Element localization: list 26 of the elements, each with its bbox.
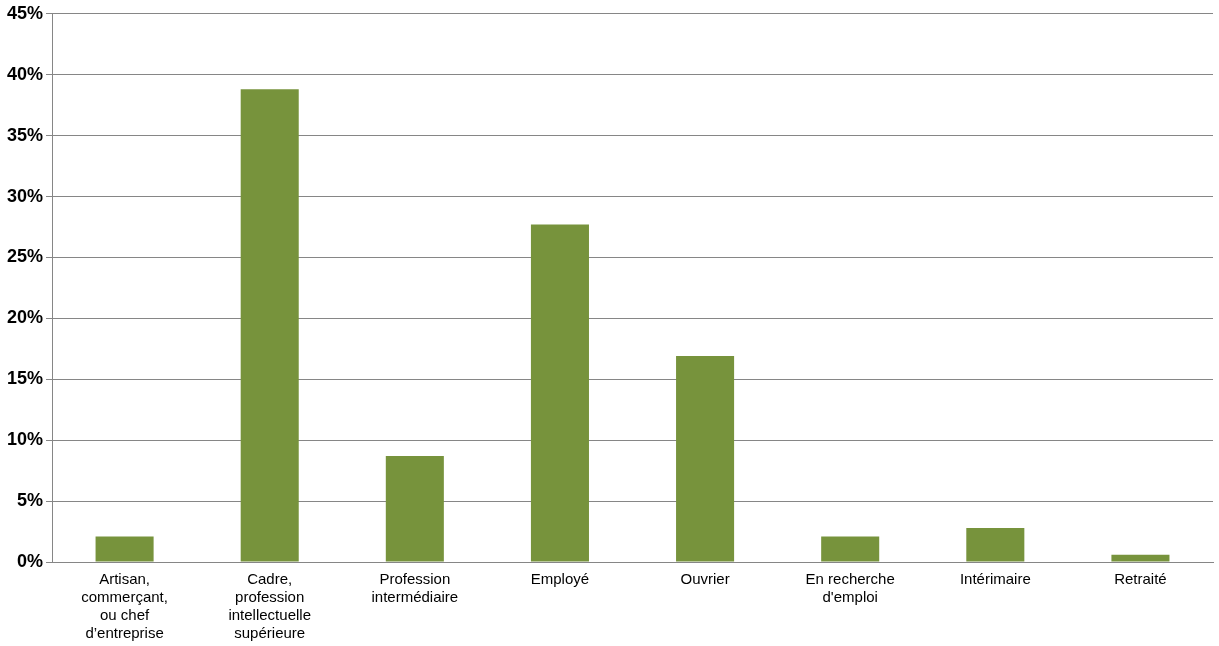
y-tick-label: 5%	[17, 490, 44, 511]
bar	[240, 89, 299, 562]
y-tick-label: 20%	[7, 307, 44, 328]
x-tick-label: Profession intermédiaire	[371, 570, 459, 606]
y-tick-label: 25%	[7, 246, 44, 267]
y-tick-label: 40%	[7, 63, 44, 84]
x-tick-label: Ouvrier	[680, 570, 730, 588]
x-tick-label: Employé	[530, 570, 590, 588]
y-tick-label: 15%	[7, 368, 44, 389]
bar	[1111, 554, 1170, 562]
y-tick-label: 10%	[7, 429, 44, 450]
bar	[95, 536, 154, 562]
y-tick-label: 45%	[7, 2, 44, 23]
y-tick-label: 30%	[7, 185, 44, 206]
y-tick-label: 35%	[7, 124, 44, 145]
x-tick-label: Artisan, commerçant, ou chef d’entreprise	[81, 570, 168, 642]
x-tick-label: En recherche d'emploi	[805, 570, 895, 606]
bar	[966, 527, 1025, 562]
bar	[821, 536, 880, 562]
x-tick-label: Intérimaire	[959, 570, 1031, 588]
x-tick-label: Retraité	[1114, 570, 1167, 588]
y-tick-label: 0%	[17, 550, 44, 571]
x-tick-label: Cadre, profession intellectuelle supérieure	[228, 570, 311, 642]
bar	[676, 356, 735, 562]
bar	[530, 224, 589, 562]
bar	[385, 456, 444, 562]
